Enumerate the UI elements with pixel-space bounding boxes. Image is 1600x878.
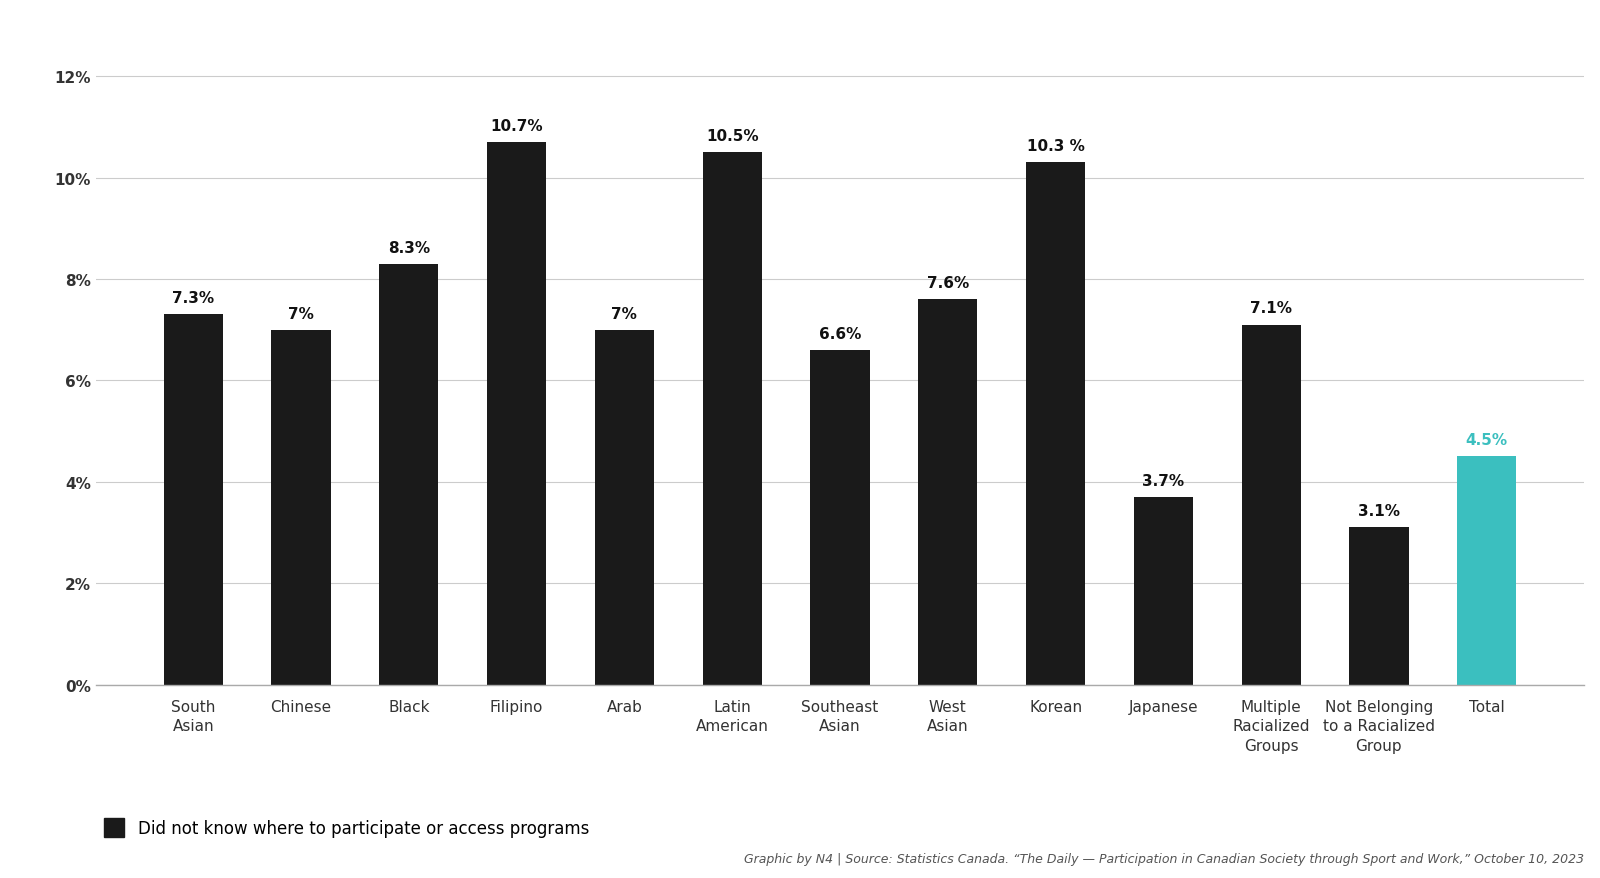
Text: 4.5%: 4.5% <box>1466 433 1507 448</box>
Bar <box>1349 528 1408 685</box>
Bar <box>1134 498 1194 685</box>
Text: 10.5%: 10.5% <box>706 129 758 144</box>
Text: 7.3%: 7.3% <box>173 291 214 306</box>
Bar <box>1026 163 1085 685</box>
Text: Graphic by N4 | Source: Statistics Canada. “The Daily — Participation in Canadia: Graphic by N4 | Source: Statistics Canad… <box>744 852 1584 865</box>
Text: 7%: 7% <box>288 306 314 321</box>
Text: 3.1%: 3.1% <box>1358 504 1400 519</box>
Legend: Did not know where to participate or access programs: Did not know where to participate or acc… <box>104 818 589 838</box>
Bar <box>379 264 438 685</box>
Text: 10.7%: 10.7% <box>490 119 542 133</box>
Text: 7%: 7% <box>611 306 637 321</box>
Text: 7.1%: 7.1% <box>1250 301 1293 316</box>
Text: 10.3 %: 10.3 % <box>1027 139 1085 154</box>
Text: 7.6%: 7.6% <box>926 276 970 291</box>
Text: 3.7%: 3.7% <box>1142 473 1184 488</box>
Bar <box>272 330 331 685</box>
Bar <box>918 300 978 685</box>
Bar <box>1242 325 1301 685</box>
Bar <box>702 153 762 685</box>
Bar <box>163 315 222 685</box>
Bar <box>486 143 546 685</box>
Text: 8.3%: 8.3% <box>387 241 430 255</box>
Bar <box>1458 457 1517 685</box>
Bar <box>810 350 870 685</box>
Bar <box>595 330 654 685</box>
Text: 6.6%: 6.6% <box>819 327 861 342</box>
